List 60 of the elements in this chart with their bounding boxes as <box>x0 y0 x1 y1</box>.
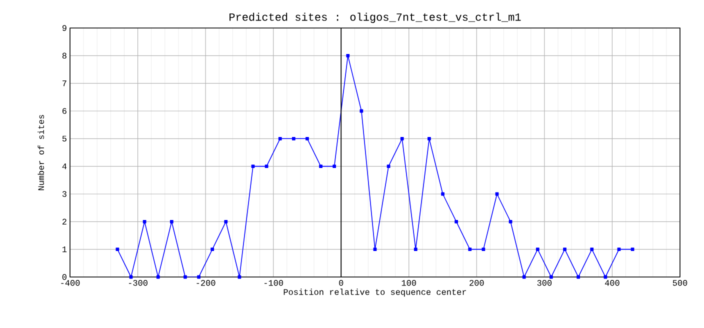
point <box>306 136 309 140</box>
y-tick-label: 6 <box>62 108 66 114</box>
x-tick-label: 400 <box>604 280 620 286</box>
point <box>373 248 377 252</box>
point <box>278 136 282 140</box>
y-tick-label: 5 <box>62 136 66 142</box>
point <box>386 164 390 168</box>
point <box>508 220 512 224</box>
point <box>210 248 214 252</box>
point <box>319 164 322 168</box>
point <box>400 136 404 140</box>
x-tick-label: -300 <box>128 280 148 286</box>
point <box>156 275 160 279</box>
y-tick-label: 0 <box>62 274 66 280</box>
point <box>264 164 268 168</box>
y-tick-label: 9 <box>62 25 66 31</box>
point <box>630 248 634 252</box>
point <box>550 275 553 279</box>
point <box>428 136 431 140</box>
point <box>414 248 418 252</box>
x-tick-label: -400 <box>61 280 80 286</box>
point <box>332 164 336 168</box>
point <box>197 275 200 279</box>
point <box>576 275 580 279</box>
y-tick-label: 4 <box>62 164 67 170</box>
point <box>251 164 255 168</box>
point <box>238 275 242 279</box>
x-tick-label: 100 <box>402 280 416 286</box>
point <box>170 220 174 224</box>
point <box>346 54 350 58</box>
point <box>454 220 458 224</box>
point <box>482 248 486 252</box>
x-tick-label: 300 <box>537 280 552 286</box>
x-tick-label: 0 <box>339 280 344 286</box>
point <box>590 248 594 252</box>
y-tick-label: 2 <box>62 218 66 224</box>
point <box>522 275 526 279</box>
y-tick-label: 8 <box>62 52 66 59</box>
x-tick-label: -100 <box>264 280 284 286</box>
chart-title: Predicted sites : oligos_7nt_test_vs_ctrl_m1 <box>230 12 521 23</box>
point <box>142 220 146 224</box>
point <box>224 220 228 224</box>
point <box>563 248 566 252</box>
y-tick-label: 7 <box>62 80 66 86</box>
point <box>617 248 621 252</box>
point <box>468 248 472 252</box>
point <box>604 275 608 279</box>
point <box>441 192 444 196</box>
x-tick-label: 200 <box>470 280 484 286</box>
x-tick-label: -200 <box>196 280 216 286</box>
point <box>184 275 187 279</box>
point <box>536 248 540 252</box>
point <box>116 248 120 252</box>
y-axis-title: Number of sites <box>38 114 44 190</box>
point <box>360 109 364 113</box>
y-tick-label: 3 <box>62 191 66 197</box>
y-tick-label: 1 <box>62 246 67 252</box>
point <box>292 136 296 140</box>
x-axis-title: Position relative to sequence center <box>284 288 466 297</box>
x-tick-label: 500 <box>672 280 688 286</box>
